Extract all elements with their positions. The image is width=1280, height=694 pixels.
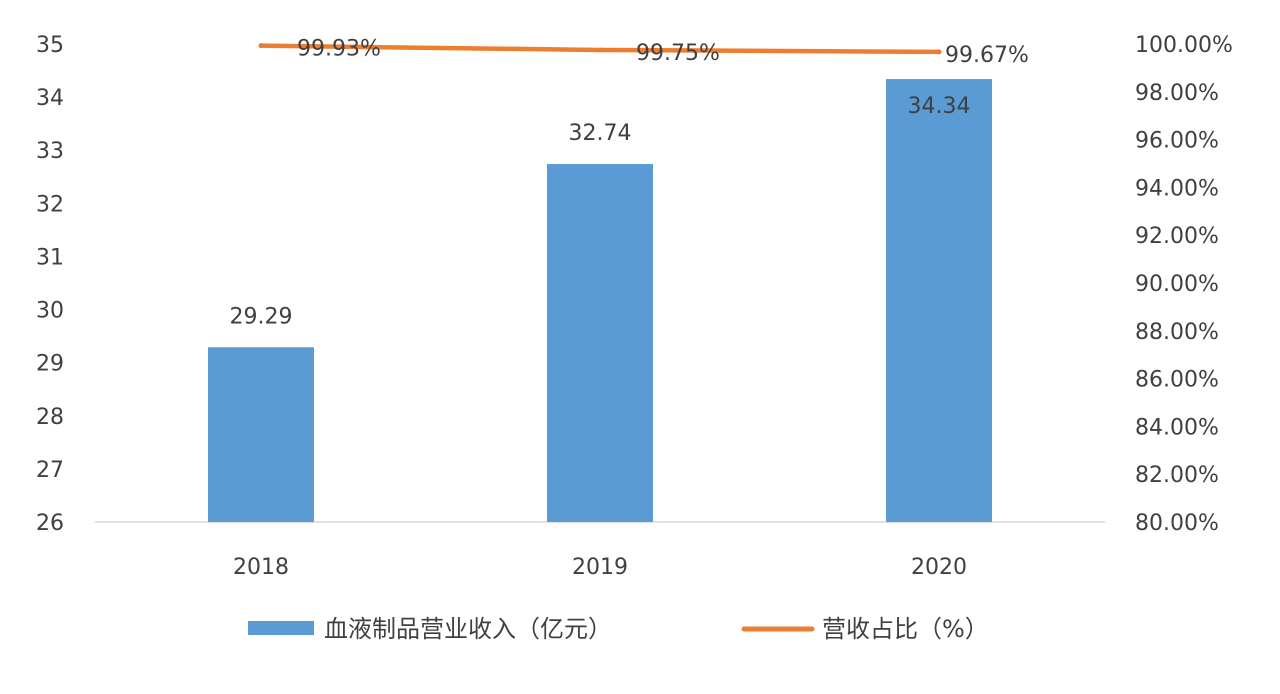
bar-data-label: 32.74 xyxy=(569,121,632,146)
y-right-tick-label: 90.00% xyxy=(1135,272,1219,297)
y-left-tick-label: 35 xyxy=(36,33,64,58)
line-layer xyxy=(258,43,942,55)
y-left-tick-label: 30 xyxy=(36,299,64,324)
axes-layer: 26 27 28 29 30 31 32 33 34 35 80.00% 82.00% 84.00% 86… xyxy=(36,33,1233,580)
y-left-tick-label: 27 xyxy=(36,458,64,483)
y-left-tick-label: 33 xyxy=(36,139,64,164)
line-point xyxy=(597,47,603,53)
y-right-tick-label: 100.00% xyxy=(1135,33,1233,58)
y-right-tick-label: 84.00% xyxy=(1135,415,1219,440)
line-data-label: 99.67% xyxy=(945,43,1029,68)
y-right-tick-label: 88.00% xyxy=(1135,320,1219,345)
x-tick-label: 2018 xyxy=(233,555,289,580)
y-right-tick-label: 96.00% xyxy=(1135,129,1219,154)
y-left-tick-label: 29 xyxy=(36,352,64,377)
y-left-tick-label: 32 xyxy=(36,192,64,217)
line-data-label: 99.75% xyxy=(636,41,720,66)
bar xyxy=(547,164,653,522)
line-data-label: 99.93% xyxy=(297,37,381,62)
y-right-tick-label: 98.00% xyxy=(1135,81,1219,106)
y-right-tick-label: 82.00% xyxy=(1135,463,1219,488)
labels-layer: 29.29 32.74 34.34 99.93% 99.75% 99.67% xyxy=(230,37,1029,330)
y-right-tick-label: 80.00% xyxy=(1135,511,1219,536)
y-right-tick-label: 86.00% xyxy=(1135,368,1219,393)
x-tick-label: 2020 xyxy=(911,555,967,580)
legend-bar-label: 血液制品营业收入（亿元） xyxy=(324,615,612,643)
line-point xyxy=(258,43,264,49)
y-left-tick-label: 31 xyxy=(36,245,64,270)
legend: 血液制品营业收入（亿元） 营收占比（%） xyxy=(248,615,989,643)
x-tick-label: 2019 xyxy=(572,555,628,580)
bars-layer xyxy=(208,79,992,522)
legend-line-label: 营收占比（%） xyxy=(822,615,989,643)
y-right-tick-label: 92.00% xyxy=(1135,224,1219,249)
y-left-tick-label: 26 xyxy=(36,511,64,536)
y-right-tick-label: 94.00% xyxy=(1135,176,1219,201)
bar-data-label: 29.29 xyxy=(230,304,293,329)
y-left-tick-label: 28 xyxy=(36,405,64,430)
bar-data-label: 34.34 xyxy=(908,94,971,119)
y-left-tick-label: 34 xyxy=(36,86,64,111)
bar xyxy=(208,347,314,522)
bar xyxy=(886,79,992,522)
line-point xyxy=(936,49,942,55)
legend-bar-swatch xyxy=(248,621,314,635)
